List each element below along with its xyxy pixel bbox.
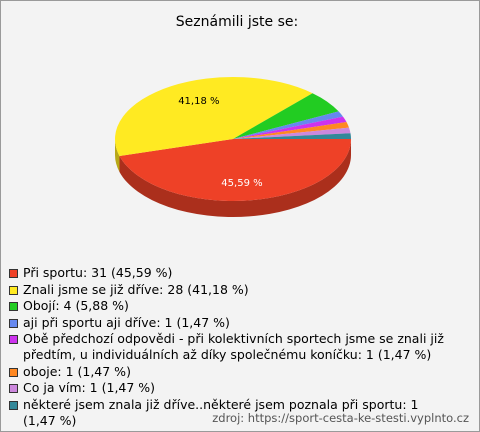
data-label: 45,59 % (221, 178, 262, 189)
legend-entry: Obojí: 4 (5,88 %) (9, 298, 469, 314)
legend-swatch (9, 318, 18, 328)
pie-slice (233, 127, 351, 139)
legend-entry: Obě předchozí odpovědi - při kolektivníc… (9, 331, 469, 363)
legend-label: některé jsem znala již dříve..některé js… (23, 396, 419, 428)
legend-swatch (9, 367, 18, 377)
legend-entry: Co ja vím: 1 (1,47 %) (9, 380, 469, 396)
slice-side (115, 139, 120, 172)
pie-slice (233, 111, 344, 139)
legend-label: aji při sportu aji dříve: 1 (1,47 %) (23, 314, 230, 330)
pie-slice (233, 133, 351, 139)
source: zdroj: https://sport-cesta-ke-stesti.vyp… (212, 411, 469, 425)
legend-entry: některé jsem znala již dříve..některé js… (9, 397, 469, 429)
legend-label: Při sportu: 31 (45,59 %) (23, 265, 173, 280)
legend-label: Obojí: 4 (5,88 %) (23, 298, 129, 313)
legend-entry: aji při sportu aji dříve: 1 (1,47 %) (9, 315, 469, 331)
pie-slice (233, 93, 339, 139)
legend-label: Co ja vím: 1 (1,47 %) (23, 380, 156, 395)
legend-swatch (9, 302, 18, 311)
pie-slice (233, 122, 349, 139)
chart-title: Seznámili jste se: (176, 14, 298, 30)
legend-swatch (9, 400, 18, 410)
legend-label: oboje: 1 (1,47 %) (23, 363, 131, 379)
legend-swatch (9, 335, 18, 344)
legend-swatch (9, 384, 18, 393)
legend-entry: oboje: 1 (1,47 %) (9, 364, 469, 380)
pie-slice (233, 116, 347, 139)
chart: Seznámili jste se: 45,59 % 41,18 % (115, 14, 351, 217)
legend-entry: Při sportu: 31 (45,59 %) (9, 265, 469, 281)
slice-side (119, 139, 351, 217)
legend-entry: Znali jsme se již dříve: 28 (41,18 %) (9, 282, 469, 298)
legend-label: Obě předchozí odpovědi - při kolektivníc… (23, 331, 444, 362)
legend: Při sportu: 31 (45,59 %) Znali jsme se ji… (9, 265, 469, 429)
legend-label: Znali jsme se již dříve: 28 (41,18 %) (23, 281, 249, 297)
legend-swatch (9, 285, 18, 295)
pie-slice (115, 77, 313, 156)
data-label: 41,18 % (178, 96, 219, 107)
legend-swatch (9, 269, 18, 278)
pie-slice (119, 139, 351, 201)
